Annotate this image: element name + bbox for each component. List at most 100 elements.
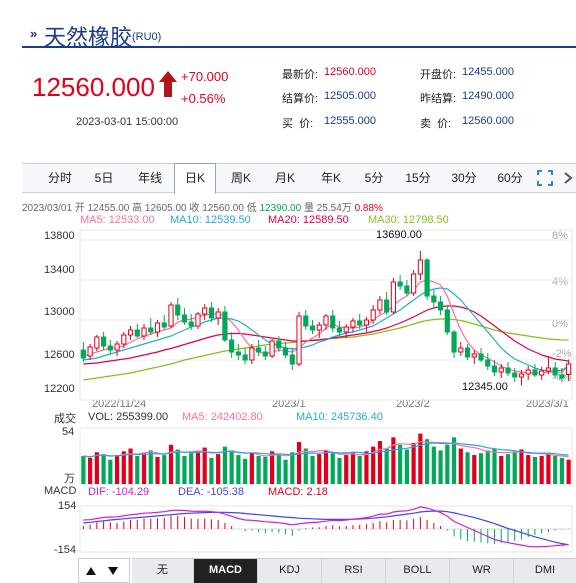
candle-body <box>134 329 140 337</box>
indicator-tab-wr[interactable]: WR <box>450 559 514 583</box>
pct-axis-label: 0% <box>552 318 568 330</box>
indicator-tab-kdj[interactable]: KDJ <box>258 559 322 583</box>
volume-bar <box>458 448 463 484</box>
ohlc-high: 12605.00 <box>144 203 187 214</box>
indicator-tab-none[interactable]: 无 <box>132 559 194 583</box>
candle-body <box>141 327 147 337</box>
tab-30min[interactable]: 30分 <box>451 171 477 185</box>
volume-bar <box>135 456 140 484</box>
tab-monthly-k[interactable]: 月K <box>274 171 295 185</box>
volume-bar <box>559 457 564 484</box>
volume-bar <box>478 453 484 484</box>
candle-body <box>249 347 255 361</box>
volume-bar <box>296 442 302 484</box>
volume-bar <box>418 433 423 484</box>
candle-body <box>195 313 201 327</box>
tab-year-line[interactable]: 年线 <box>137 171 162 185</box>
ma30-legend: MA30: 12798.50 <box>368 214 449 226</box>
candle-body <box>471 353 477 358</box>
candle-body <box>229 339 235 353</box>
candle-body <box>154 322 161 333</box>
quote-value-prev-settle: 12490.000 <box>462 90 514 102</box>
candle-body <box>384 299 390 313</box>
volume-bar <box>371 446 376 484</box>
scroll-down-icon[interactable] <box>107 565 119 577</box>
tab-intraday[interactable]: 分时 <box>47 171 72 185</box>
candle-body <box>343 326 349 333</box>
macd-dif-line <box>83 506 569 548</box>
volume-bar <box>175 449 180 484</box>
ohlc-close: 12560.00 <box>202 203 244 214</box>
quote-value-last: 12560.000 <box>324 66 376 78</box>
candle-body <box>545 367 552 372</box>
volume-axis-unit: 万 <box>64 473 75 485</box>
indicator-tab-dmi[interactable]: DMI <box>534 564 556 576</box>
candle-body <box>485 359 491 367</box>
price-axis-label: 12600 <box>44 349 75 361</box>
chevron-right-icon[interactable] <box>562 172 574 184</box>
volume-bar <box>168 444 174 484</box>
candle-body <box>262 351 268 357</box>
candle-body <box>269 340 275 357</box>
indicator-tab-rsi[interactable]: RSI <box>322 559 386 583</box>
candle-body <box>175 304 181 316</box>
date-axis-label: 2023/1 <box>272 398 306 410</box>
tab-15min[interactable]: 15分 <box>405 171 431 185</box>
indicator-tab-macd[interactable]: MACD <box>194 559 258 583</box>
candle-body <box>107 345 113 351</box>
quote-value-ask: 12560.000 <box>462 115 514 127</box>
candle-body <box>377 299 383 311</box>
scroll-up-icon[interactable] <box>85 565 97 577</box>
volume-bar <box>108 459 113 484</box>
candle-body <box>181 314 188 323</box>
volume-title: 成交 <box>54 413 76 425</box>
tab-5day[interactable]: 5日 <box>94 171 114 185</box>
ohlc-high-label: 高 <box>132 203 143 214</box>
volume-bar <box>128 448 133 484</box>
period-tab-bar: 分时 5日 年线 日K 周K 月K 年K 5分 15分 30分 60分 <box>22 163 576 194</box>
candle-body <box>566 363 572 375</box>
fullscreen-icon[interactable] <box>536 169 554 187</box>
price-axis-label: 13800 <box>44 230 75 242</box>
tab-yearly-k[interactable]: 年K <box>320 171 341 185</box>
candle-body <box>437 301 444 311</box>
ma10-legend: MA10: 12539.50 <box>170 214 251 226</box>
indicator-tab-boll[interactable]: BOLL <box>386 559 450 583</box>
volume-bar <box>283 459 288 484</box>
candle-body <box>424 259 430 297</box>
volume-bar <box>411 442 416 484</box>
up-arrow-icon <box>159 71 177 97</box>
ohlc-pct: 0.88% <box>354 203 383 214</box>
price-change-pct: +0.56% <box>181 91 226 106</box>
candle-body <box>282 347 289 356</box>
date-axis-label: 2022/11/24 <box>92 398 147 410</box>
kline-chart[interactable] <box>0 0 576 560</box>
volume-value: VOL: 255399.00 <box>88 411 169 423</box>
candle-body <box>94 336 100 349</box>
volume-bar <box>303 448 308 484</box>
ma20-line <box>83 305 569 365</box>
volume-bar <box>505 454 511 484</box>
volume-bar <box>256 456 261 484</box>
tab-5min[interactable]: 5分 <box>364 171 384 185</box>
candle-body <box>390 281 396 313</box>
candle-body <box>539 370 545 376</box>
volume-bar <box>377 441 383 484</box>
candle-body <box>525 369 531 375</box>
tab-daily-k[interactable]: 日K <box>174 163 216 194</box>
volume-bar <box>148 450 153 484</box>
tab-weekly-k[interactable]: 周K <box>230 171 251 185</box>
candle-body <box>309 325 316 331</box>
quote-value-settle: 12505.000 <box>324 90 376 102</box>
candle-body <box>464 347 471 358</box>
volume-bar <box>512 451 517 484</box>
tab-60min[interactable]: 60分 <box>497 171 523 185</box>
volume-bar <box>94 452 99 484</box>
volume-bar <box>391 437 396 484</box>
low-annotation: 12345.00 <box>462 381 508 393</box>
volume-ma10: MA10: 245736.40 <box>296 411 383 423</box>
volume-bar <box>526 455 531 484</box>
macd-dea-line <box>83 510 569 546</box>
volume-bar <box>88 457 93 484</box>
volume-bar <box>216 454 221 484</box>
